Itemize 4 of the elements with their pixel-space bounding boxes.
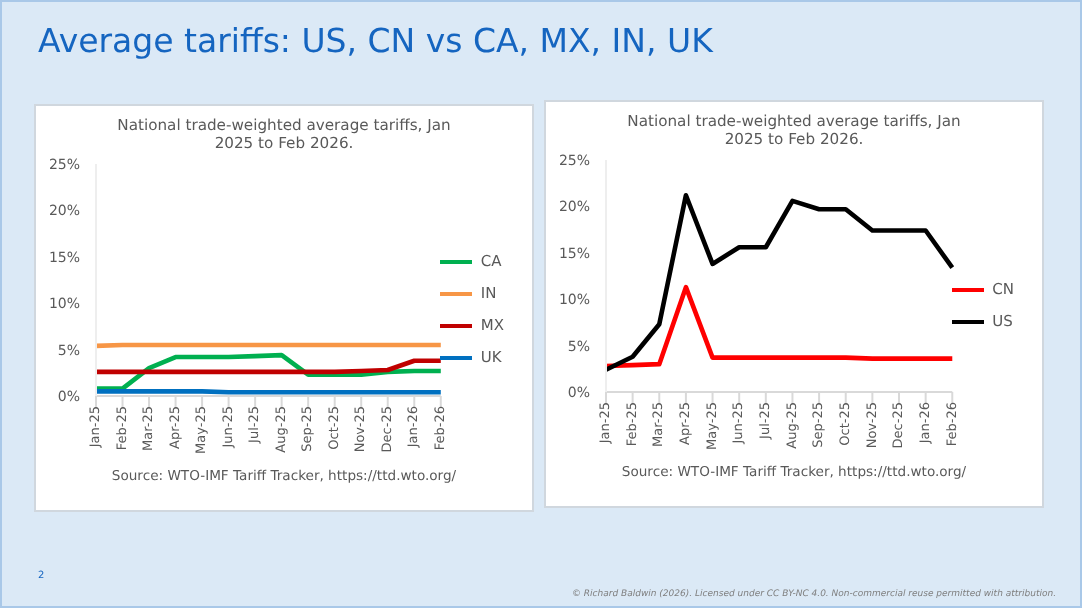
text: Average tariffs: US, CN vs CA, MX, IN, UK [38, 22, 713, 60]
line-series [603, 284, 955, 369]
line-series [603, 192, 955, 373]
line-series [93, 352, 444, 391]
